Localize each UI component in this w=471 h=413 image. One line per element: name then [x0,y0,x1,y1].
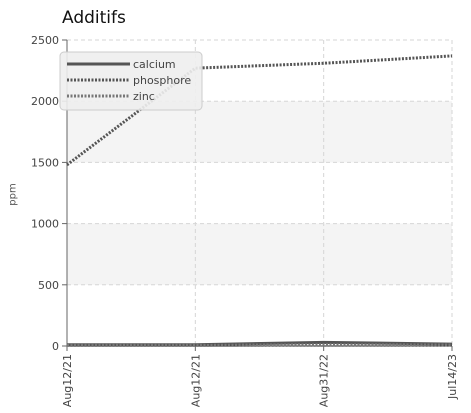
y-tick-label: 1500 [31,156,59,169]
y-tick-label: 0 [52,340,59,353]
legend-label: calcium [133,58,176,71]
x-tick-label: Aug31/22 [318,354,331,407]
legend-label: phosphore [133,74,191,87]
y-tick-label: 2500 [31,34,59,47]
x-tick-label: Aug12/21 [61,354,74,407]
series-line-phosphore [66,54,453,167]
series-line-zinc [67,343,453,347]
y-tick-label: 2000 [31,95,59,108]
chart-title: Additifs [62,8,126,28]
grid-band [67,101,452,163]
grid-band [67,223,452,285]
y-tick-label: 1000 [31,218,59,231]
x-tick-label: Aug12/21 [189,354,202,407]
legend-label: zinc [133,90,155,103]
y-tick-label: 500 [38,279,59,292]
x-tick-label: Jul14/23 [446,354,459,400]
